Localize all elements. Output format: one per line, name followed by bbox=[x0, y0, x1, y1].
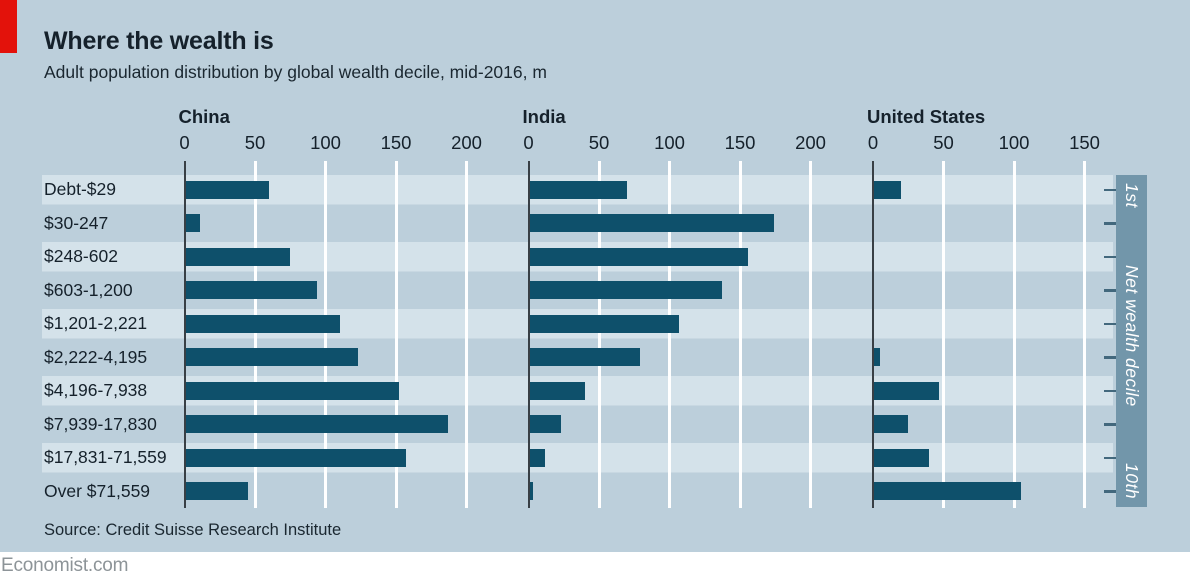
x-axis-tick-label: 50 bbox=[244, 132, 266, 153]
decile-band-tick bbox=[1104, 356, 1116, 359]
panel-title-india: India bbox=[522, 106, 566, 127]
bar-china-decile-10 bbox=[184, 482, 248, 501]
decile-band-tick bbox=[1104, 289, 1116, 292]
bar-china-decile-8 bbox=[184, 415, 449, 434]
bar-china-decile-7 bbox=[184, 381, 399, 400]
x-axis-tick-label: 100 bbox=[310, 132, 341, 153]
decile-row: $603-1,200 bbox=[42, 274, 1113, 308]
gridline bbox=[809, 161, 812, 508]
zero-axis-line bbox=[527, 161, 530, 508]
x-axis-tick-label: 0 bbox=[867, 132, 879, 153]
source-note: Source: Credit Suisse Research Institute bbox=[44, 521, 342, 539]
bar-india-decile-7 bbox=[528, 381, 585, 400]
bar-united-states-decile-10 bbox=[873, 482, 1022, 501]
zero-axis-line bbox=[872, 161, 874, 508]
bar-china-decile-6 bbox=[184, 348, 358, 367]
decile-band-tick bbox=[1104, 490, 1116, 493]
bar-india-decile-5 bbox=[528, 314, 680, 333]
footer-link[interactable]: Economist.com bbox=[1, 555, 129, 576]
decile-axis-top-label: 1st bbox=[1122, 183, 1142, 208]
decile-row-label: $2,222-4,195 bbox=[44, 346, 148, 367]
decile-row-label: $603-1,200 bbox=[44, 279, 133, 300]
chart-title: Where the wealth is bbox=[44, 27, 274, 55]
bar-india-decile-4 bbox=[528, 281, 722, 300]
decile-row-label: Debt-$29 bbox=[44, 179, 116, 199]
bar-united-states-decile-6 bbox=[873, 348, 881, 367]
decile-axis-bottom-label: 10th bbox=[1122, 462, 1142, 499]
bar-india-decile-3 bbox=[528, 247, 749, 266]
x-axis-tick-label: 150 bbox=[724, 132, 756, 153]
bar-india-decile-9 bbox=[528, 448, 546, 467]
bar-china-decile-2 bbox=[184, 214, 200, 233]
x-axis-tick-label: 100 bbox=[998, 132, 1030, 153]
decile-axis-band: 1st Net wealth decile 10th bbox=[1116, 175, 1147, 507]
decile-band-tick bbox=[1104, 188, 1116, 191]
panel-title-china: China bbox=[178, 106, 230, 127]
decile-row: Over $71,559 bbox=[42, 475, 1113, 509]
x-axis-tick-label: 0 bbox=[523, 132, 534, 153]
decile-row-label: Over $71,559 bbox=[44, 480, 151, 501]
economist-red-tab bbox=[0, 0, 17, 53]
bar-china-decile-3 bbox=[184, 247, 291, 266]
bar-united-states-decile-1 bbox=[873, 180, 902, 199]
bar-united-states-decile-7 bbox=[873, 381, 940, 400]
decile-band-tick bbox=[1104, 255, 1116, 258]
bar-india-decile-8 bbox=[528, 415, 561, 434]
decile-row: $30-247 bbox=[42, 207, 1113, 241]
gridline bbox=[942, 161, 945, 508]
decile-row-label: $17,831-71,559 bbox=[44, 447, 167, 467]
gridline bbox=[668, 161, 671, 508]
bar-china-decile-9 bbox=[184, 448, 406, 467]
bar-india-decile-1 bbox=[528, 180, 628, 199]
plot-area: 1st Net wealth decile 10th Debt-$29 $30-2… bbox=[42, 106, 1147, 509]
decile-row: $7,939-17,830 bbox=[42, 408, 1113, 442]
chart-subtitle: Adult population distribution by global … bbox=[44, 62, 547, 82]
decile-row-label: $30-247 bbox=[44, 212, 109, 233]
bar-china-decile-4 bbox=[184, 281, 318, 300]
x-axis-tick-label: 100 bbox=[654, 132, 685, 153]
bar-china-decile-5 bbox=[184, 314, 340, 333]
x-axis-tick-label: 0 bbox=[179, 132, 190, 153]
gridline bbox=[253, 161, 257, 508]
bar-united-states-decile-8 bbox=[873, 415, 909, 434]
x-axis-tick-label: 200 bbox=[451, 132, 482, 153]
decile-row-label: $4,196-7,938 bbox=[44, 380, 148, 400]
decile-row: $17,831-71,559 bbox=[42, 441, 1113, 475]
x-axis-tick-label: 150 bbox=[380, 132, 412, 153]
gridline bbox=[1083, 161, 1086, 508]
x-axis-tick-label: 150 bbox=[1069, 132, 1100, 153]
x-axis-tick-label: 50 bbox=[933, 132, 954, 153]
bar-china-decile-1 bbox=[184, 180, 270, 199]
bar-india-decile-6 bbox=[528, 348, 640, 367]
zero-axis-line bbox=[183, 161, 186, 508]
decile-band-tick bbox=[1104, 222, 1116, 225]
decile-band-tick bbox=[1104, 322, 1116, 325]
bar-united-states-decile-9 bbox=[873, 448, 930, 467]
bar-india-decile-10 bbox=[528, 482, 533, 501]
gridline bbox=[394, 161, 398, 508]
gridline bbox=[597, 161, 601, 508]
x-axis-tick-label: 200 bbox=[795, 132, 826, 153]
decile-row-label: $248-602 bbox=[44, 246, 118, 266]
decile-band-tick bbox=[1104, 456, 1116, 459]
decile-row-label: $7,939-17,830 bbox=[44, 413, 157, 434]
decile-row: $2,222-4,195 bbox=[42, 341, 1113, 375]
bar-india-decile-2 bbox=[528, 214, 774, 233]
decile-band-tick bbox=[1104, 423, 1116, 426]
decile-row-label: $1,201-2,221 bbox=[44, 313, 148, 333]
gridline bbox=[465, 161, 468, 508]
gridline bbox=[1012, 161, 1016, 508]
x-axis-tick-label: 50 bbox=[588, 132, 610, 153]
decile-band-tick bbox=[1104, 389, 1116, 392]
gridline bbox=[738, 161, 742, 508]
decile-axis-title: Net wealth decile bbox=[1122, 264, 1142, 407]
gridline bbox=[324, 161, 327, 508]
panel-title-united-states: United States bbox=[867, 106, 986, 127]
